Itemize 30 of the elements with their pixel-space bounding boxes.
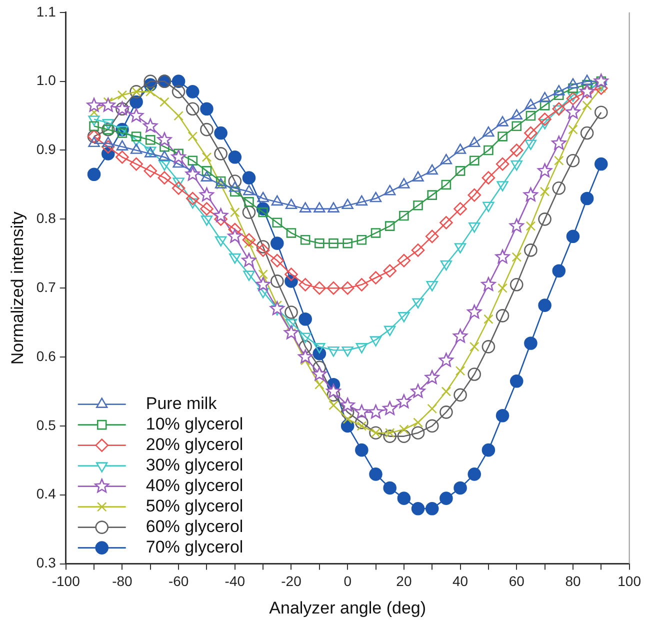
x-tick-label: 60 (508, 573, 525, 590)
x-tick-label: 100 (618, 573, 642, 590)
y-tick-label: 1.1 (36, 3, 56, 20)
legend-label: Pure milk (146, 394, 218, 413)
y-axis-title: Normalized intensity (8, 211, 27, 365)
legend-label: 20% glycerol (146, 434, 244, 454)
y-tick-label: 0.4 (36, 486, 56, 502)
x-tick-label: 0 (344, 573, 352, 590)
legend-label: 10% glycerol (146, 414, 244, 434)
y-tick-label: 0.7 (36, 278, 56, 295)
legend-label: 30% glycerol (146, 455, 244, 474)
y-tick-label: 0.8 (36, 210, 56, 226)
legend-label: 50% glycerol (146, 496, 244, 516)
x-tick-label: -40 (224, 573, 246, 590)
y-tick-label: 1.0 (36, 72, 56, 88)
y-tick-label: 0.5 (36, 416, 56, 433)
legend-label: 40% glycerol (146, 476, 244, 495)
x-tick-label: -100 (52, 573, 80, 590)
legend-label: 70% glycerol (146, 537, 244, 556)
y-tick-label: 0.6 (36, 348, 56, 364)
x-tick-label: 80 (565, 573, 581, 590)
x-tick-label: -20 (281, 573, 302, 590)
y-tick-label: 0.3 (36, 554, 56, 571)
y-tick-label: 0.9 (36, 141, 56, 158)
x-axis-title: Analyzer angle (deg) (269, 598, 426, 618)
x-tick-label: -60 (168, 573, 189, 590)
x-tick-label: 40 (452, 573, 468, 590)
x-tick-label: -80 (112, 573, 133, 590)
x-tick-label: 20 (396, 573, 412, 590)
legend-label: 60% glycerol (146, 516, 244, 536)
